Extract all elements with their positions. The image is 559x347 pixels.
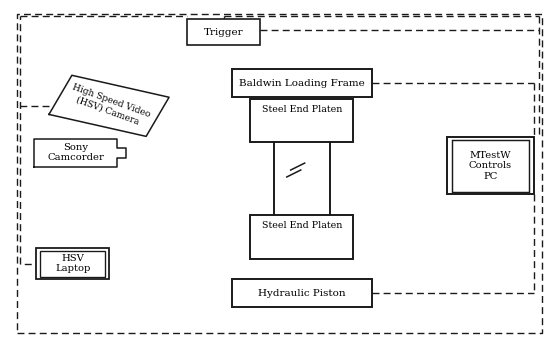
Bar bbox=[452, 140, 529, 192]
Text: Trigger: Trigger bbox=[204, 28, 243, 36]
Bar bbox=[250, 99, 353, 142]
Bar bbox=[447, 137, 534, 194]
Text: HSV
Laptop: HSV Laptop bbox=[55, 254, 91, 273]
Bar bbox=[250, 215, 353, 259]
Polygon shape bbox=[34, 139, 126, 167]
Text: Steel End Platen: Steel End Platen bbox=[262, 221, 342, 230]
Text: Baldwin Loading Frame: Baldwin Loading Frame bbox=[239, 79, 364, 88]
Bar bbox=[187, 19, 260, 45]
Bar bbox=[232, 279, 372, 307]
Text: High Speed Video
(HSV) Camera: High Speed Video (HSV) Camera bbox=[67, 83, 151, 129]
Text: MTestW
Controls
PC: MTestW Controls PC bbox=[469, 151, 512, 180]
Polygon shape bbox=[49, 75, 169, 136]
Bar bbox=[36, 248, 109, 279]
Text: Sony
Camcorder: Sony Camcorder bbox=[47, 143, 104, 162]
Bar bbox=[232, 69, 372, 97]
Text: Steel End Platen: Steel End Platen bbox=[262, 105, 342, 114]
Bar bbox=[40, 251, 105, 277]
Text: Hydraulic Piston: Hydraulic Piston bbox=[258, 289, 345, 298]
